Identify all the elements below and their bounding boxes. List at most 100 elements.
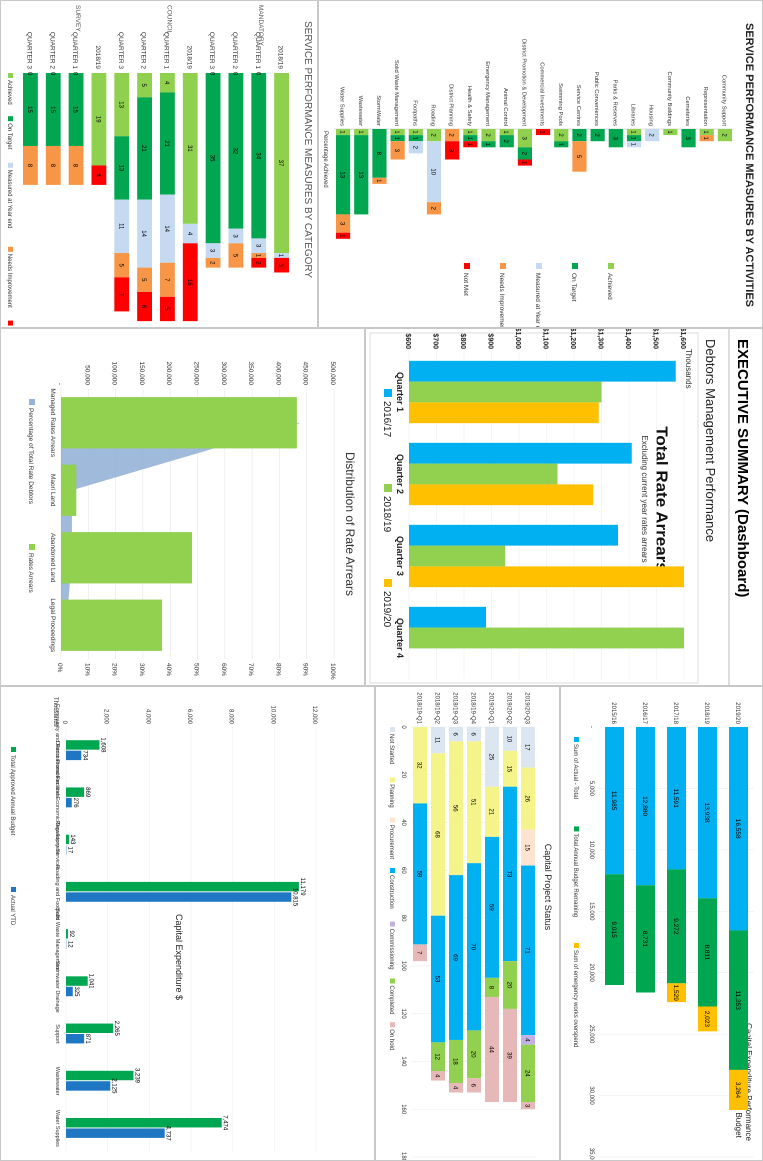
legend-swatch bbox=[29, 399, 35, 405]
bar-segment bbox=[449, 875, 463, 1040]
bar-segment bbox=[91, 73, 107, 166]
bar-value: 73 bbox=[506, 871, 512, 878]
bar-value: 21 bbox=[140, 145, 146, 152]
bar-segment bbox=[699, 135, 714, 142]
legend-label: Completed bbox=[388, 986, 394, 1015]
x-tick: Wastewater bbox=[54, 1067, 60, 1096]
x-tick: 20 bbox=[400, 771, 406, 778]
bar-value: 2 bbox=[254, 261, 260, 265]
bar-value: 37 bbox=[277, 160, 283, 167]
chart-subtitle: Excluding current year rates arrears bbox=[640, 435, 649, 562]
legend-swatch bbox=[574, 737, 579, 742]
x-tick: Quarter 1 bbox=[395, 372, 405, 412]
bar-value: 59 bbox=[416, 871, 422, 878]
unit-label: Thousands bbox=[52, 697, 58, 727]
zero-label: 0 bbox=[72, 72, 78, 76]
bar-value: 1 bbox=[466, 130, 472, 134]
row-label: Community Support bbox=[720, 75, 726, 127]
bar-segment bbox=[681, 129, 696, 148]
bar-segment bbox=[485, 836, 499, 978]
legend-swatch bbox=[11, 887, 16, 892]
legend-label: Measured at Year end bbox=[6, 170, 12, 229]
bar-segment bbox=[114, 199, 130, 254]
bar-segment bbox=[499, 129, 514, 136]
x-tick: Support bbox=[54, 1024, 60, 1044]
bar-segment bbox=[517, 159, 532, 166]
legend-swatch bbox=[384, 579, 392, 587]
bar-segment bbox=[667, 983, 686, 1003]
pct-tick: 60% bbox=[220, 663, 227, 676]
bar-value: 35 bbox=[209, 155, 215, 162]
bar-value: 871 bbox=[84, 1034, 90, 1045]
bar-value: 4 bbox=[452, 1086, 458, 1090]
bar-segment bbox=[182, 243, 198, 322]
bar-segment bbox=[499, 135, 514, 148]
y-tick: 4,000 bbox=[144, 709, 150, 725]
y-tick: $1,500 bbox=[652, 329, 659, 349]
bar-segment bbox=[521, 829, 535, 866]
bar-segment bbox=[336, 135, 351, 215]
legend-label: Planning bbox=[388, 784, 394, 807]
x-tick: 40 bbox=[400, 819, 406, 826]
y-tick: $800 bbox=[459, 333, 466, 349]
row-label: 2018/19 bbox=[94, 46, 101, 70]
row-label: Community Buildings bbox=[666, 72, 672, 127]
bar bbox=[409, 360, 676, 382]
bar-segment bbox=[137, 291, 152, 322]
legend-swatch bbox=[384, 389, 392, 397]
category-panel: SERVICE PERFORMANCE MEASURES BY CATEGORY… bbox=[0, 0, 318, 328]
bar-value: 1 bbox=[277, 254, 283, 258]
bar-segment bbox=[413, 803, 427, 945]
bar-value: 71 bbox=[524, 947, 530, 954]
bar-actual bbox=[66, 1081, 111, 1091]
bar-segment bbox=[463, 129, 478, 136]
legend-label: Construction bbox=[388, 875, 394, 909]
legend-swatch bbox=[572, 263, 578, 269]
legend-label: On hold bbox=[388, 1029, 394, 1050]
legend-swatch bbox=[390, 777, 395, 783]
legend-swatch bbox=[390, 978, 395, 984]
pct-tick: 30% bbox=[138, 663, 145, 676]
bar-segment bbox=[608, 129, 623, 148]
bar-value: 69 bbox=[452, 954, 458, 961]
row-label: District Planning bbox=[448, 84, 454, 126]
bar bbox=[409, 606, 486, 628]
row-label: 2018/19-Q4 bbox=[470, 692, 476, 724]
bar bbox=[409, 566, 684, 588]
legend-swatch bbox=[390, 921, 395, 927]
bar-value: 8,811 bbox=[703, 944, 710, 960]
bar-value: 2 bbox=[502, 140, 508, 144]
chart-title: Capital Expenditure Performance bbox=[744, 1023, 753, 1141]
bar-value: 1 bbox=[357, 130, 363, 134]
bar-segment bbox=[503, 750, 517, 787]
bar-segment bbox=[228, 73, 244, 229]
bar-value: 9,015 bbox=[610, 921, 617, 938]
zero-label: 0 bbox=[49, 72, 55, 76]
zero-label: 0 bbox=[26, 72, 32, 76]
capex-performance-panel: Capital Expenditure PerformanceActual vs… bbox=[560, 686, 763, 1161]
y-tick: $900 bbox=[487, 333, 494, 349]
unit-label: Thousands bbox=[684, 349, 693, 389]
bar-value: 11,985 bbox=[610, 791, 617, 811]
bar-value: 7 bbox=[416, 951, 422, 955]
bar-segment bbox=[663, 129, 678, 136]
legend-label: Sum of Actual - Total bbox=[572, 744, 578, 799]
bar-value: 1 bbox=[666, 130, 672, 134]
exec-title: EXECUTIVE SUMMARY (Dashboard) bbox=[734, 339, 751, 597]
x-tick: Maori Land bbox=[49, 474, 56, 507]
legend-swatch bbox=[29, 544, 35, 550]
bar-segment bbox=[449, 1082, 463, 1093]
x-tick: 20,000 bbox=[588, 964, 594, 983]
bar-segment bbox=[390, 141, 405, 160]
bar-value: 15 bbox=[72, 106, 78, 113]
bar-value: 4 bbox=[524, 1038, 530, 1042]
bar-budget bbox=[66, 740, 100, 750]
bar-segment bbox=[626, 141, 642, 148]
bar-value: 68 bbox=[434, 831, 440, 838]
bar-value: 20 bbox=[470, 1051, 476, 1058]
bar-segment bbox=[413, 944, 427, 962]
row-label: 2018/19-Q3 bbox=[452, 692, 458, 724]
legend-label: Procurement bbox=[388, 825, 394, 860]
arrears-chart: EXECUTIVE SUMMARY (Dashboard) Debtors Man… bbox=[369, 329, 751, 685]
bar-value: 2 bbox=[448, 133, 454, 137]
